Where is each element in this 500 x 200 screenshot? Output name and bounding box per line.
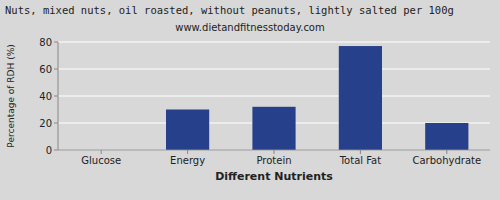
bar bbox=[252, 107, 295, 150]
x-tick-label: Glucose bbox=[81, 155, 121, 166]
y-tick-label: 80 bbox=[39, 37, 52, 48]
chart: Nuts, mixed nuts, oil roasted, without p… bbox=[0, 0, 500, 200]
background bbox=[0, 0, 500, 200]
x-tick-label: Protein bbox=[256, 155, 291, 166]
bar bbox=[339, 46, 382, 150]
y-tick-label: 0 bbox=[46, 145, 52, 156]
x-tick-label: Carbohydrate bbox=[412, 155, 481, 166]
y-tick-label: 40 bbox=[39, 91, 52, 102]
grid bbox=[58, 42, 490, 150]
y-axis-label: Percentage of RDH (%) bbox=[6, 44, 16, 147]
y-tick-label: 60 bbox=[39, 64, 52, 75]
y-tick-label: 20 bbox=[39, 118, 52, 129]
y-tick bbox=[54, 96, 58, 97]
bars bbox=[166, 46, 468, 150]
title: Nuts, mixed nuts, oil roasted, without p… bbox=[5, 4, 454, 16]
bar bbox=[425, 123, 468, 150]
y-tick bbox=[54, 123, 58, 124]
x-tick bbox=[360, 150, 361, 154]
grid-line bbox=[58, 69, 490, 70]
x-tick bbox=[274, 150, 275, 154]
x-tick bbox=[101, 150, 102, 154]
bar bbox=[166, 110, 209, 151]
x-tick bbox=[187, 150, 188, 154]
y-axis bbox=[58, 42, 59, 150]
grid-line bbox=[58, 96, 490, 97]
x-tick-label: Total Fat bbox=[339, 155, 381, 166]
x-tick bbox=[446, 150, 447, 154]
grid-line bbox=[58, 42, 490, 43]
subtitle: www.dietandfitnesstoday.com bbox=[175, 22, 324, 33]
x-tick-label: Energy bbox=[170, 155, 205, 166]
y-tick bbox=[54, 42, 58, 43]
y-tick bbox=[54, 150, 58, 151]
x-axis-label: Different Nutrients bbox=[215, 170, 333, 183]
y-tick bbox=[54, 69, 58, 70]
